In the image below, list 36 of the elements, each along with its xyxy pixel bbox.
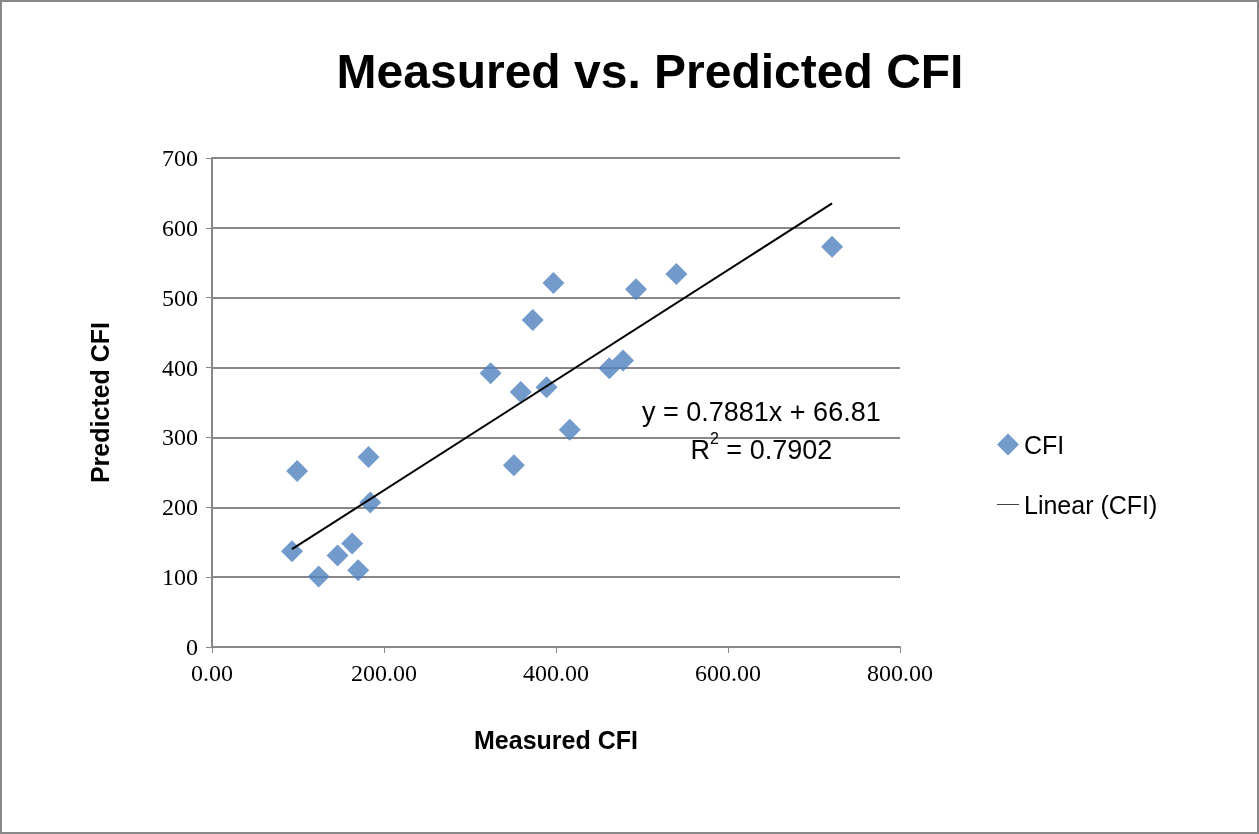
point (479, 362, 502, 385)
point (558, 418, 581, 441)
chart-title: Measured vs. Predicted CFI (336, 44, 964, 98)
point (280, 540, 303, 563)
y-tick-label: 600 (162, 214, 198, 241)
point (624, 278, 647, 301)
point (521, 309, 544, 332)
x-tick-label: 400.00 (523, 660, 589, 686)
point (665, 262, 688, 285)
legend-label: Linear (CFI) (1024, 490, 1158, 519)
point (509, 381, 532, 404)
y-tick-label: 0 (186, 634, 198, 660)
y-tick-label: 700 (162, 145, 198, 171)
point (326, 544, 349, 567)
y-tick-label: 300 (162, 424, 198, 451)
point (341, 532, 364, 555)
y-tick-label: 200 (162, 494, 198, 521)
point (357, 445, 380, 468)
point (347, 559, 370, 582)
x-tick-label: 0.00 (191, 660, 233, 686)
x-axis-title: Measured CFI (474, 725, 638, 754)
y-tick-label: 100 (162, 564, 198, 591)
point (286, 459, 309, 482)
x-tick-label: 800.00 (867, 660, 933, 686)
point (821, 235, 844, 258)
y-axis-title: Predicted CFI (85, 321, 114, 484)
point (307, 565, 330, 588)
y-tick-label: 500 (162, 284, 198, 311)
point (598, 357, 621, 380)
x-tick-label: 200.00 (351, 660, 417, 686)
point (542, 272, 565, 295)
point (612, 349, 635, 372)
point (502, 454, 525, 477)
legend-label: CFI (1024, 430, 1065, 459)
y-tick-label: 400 (162, 354, 198, 381)
x-tick-label: 600.00 (695, 660, 761, 686)
